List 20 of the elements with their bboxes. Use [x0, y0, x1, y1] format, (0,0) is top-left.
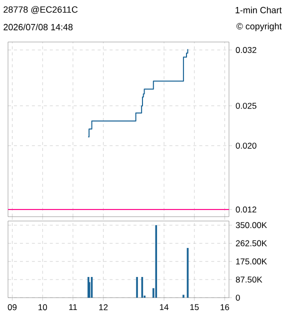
x-tick-label: 09 — [8, 304, 17, 310]
text: 1-min Chart — [236, 6, 282, 14]
x-tick-label: 16 — [220, 304, 230, 310]
x-tick-label: 11 — [69, 304, 77, 310]
y-tick-label: 262.50K — [236, 240, 267, 246]
y-tick-label: 87.50K — [236, 276, 262, 283]
text: © copyright — [236, 22, 282, 32]
x-tick-label: 14 — [160, 304, 168, 310]
y-tick-label: 0 — [236, 294, 240, 301]
y-tick-label: 0.012 — [236, 206, 256, 213]
y-tick-label: 0.025 — [236, 102, 256, 109]
x-tick-label: 10 — [38, 304, 47, 310]
text: 2026/07/08 14:48 — [4, 24, 73, 30]
y-tick-label: 0.032 — [236, 46, 256, 53]
x-tick-label: 15 — [190, 304, 199, 310]
y-tick-label: 175.00K — [236, 258, 267, 264]
y-tick-label: 350.00K — [236, 222, 267, 228]
chart-title: 28778 @EC2611C — [4, 6, 78, 14]
y-tick-label: 0.020 — [236, 142, 256, 149]
x-tick-label: 12 — [99, 304, 108, 310]
